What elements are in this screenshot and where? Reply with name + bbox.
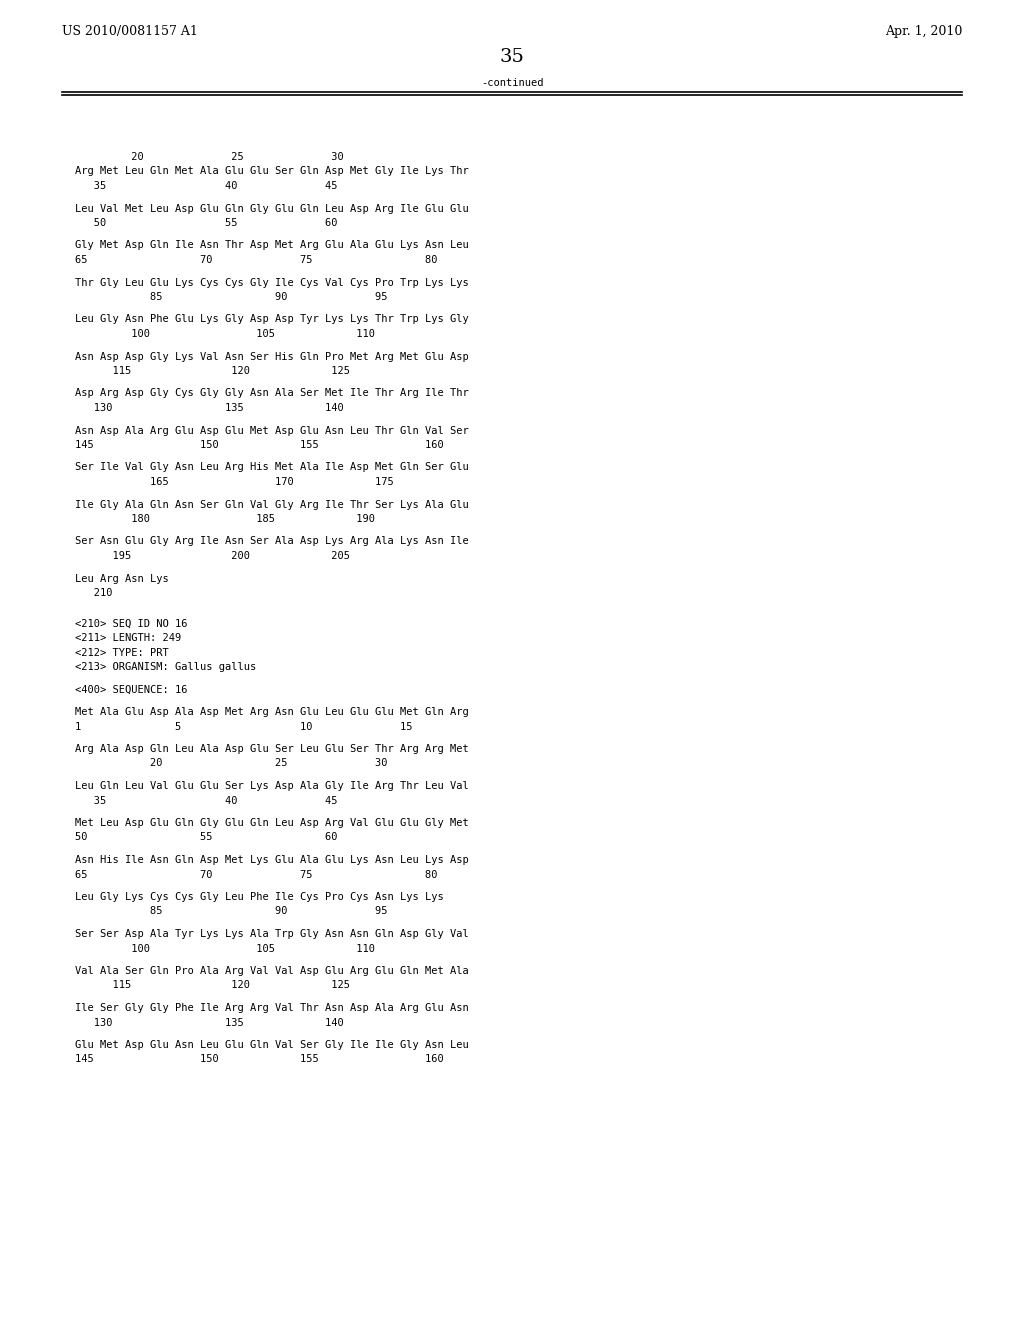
Text: Ile Gly Ala Gln Asn Ser Gln Val Gly Arg Ile Thr Ser Lys Ala Glu: Ile Gly Ala Gln Asn Ser Gln Val Gly Arg … [75,499,469,510]
Text: Leu Gly Asn Phe Glu Lys Gly Asp Asp Tyr Lys Lys Thr Trp Lys Gly: Leu Gly Asn Phe Glu Lys Gly Asp Asp Tyr … [75,314,469,325]
Text: <213> ORGANISM: Gallus gallus: <213> ORGANISM: Gallus gallus [75,663,256,672]
Text: 65                  70              75                  80: 65 70 75 80 [75,870,437,879]
Text: 195                200             205: 195 200 205 [75,550,350,561]
Text: 180                 185             190: 180 185 190 [75,513,375,524]
Text: 85                  90              95: 85 90 95 [75,907,387,916]
Text: Asp Arg Asp Gly Cys Gly Gly Asn Ala Ser Met Ile Thr Arg Ile Thr: Asp Arg Asp Gly Cys Gly Gly Asn Ala Ser … [75,388,469,399]
Text: <212> TYPE: PRT: <212> TYPE: PRT [75,648,169,657]
Text: 1               5                   10              15: 1 5 10 15 [75,722,413,731]
Text: Apr. 1, 2010: Apr. 1, 2010 [885,25,962,38]
Text: 130                  135             140: 130 135 140 [75,1018,344,1027]
Text: Asn Asp Asp Gly Lys Val Asn Ser His Gln Pro Met Arg Met Glu Asp: Asn Asp Asp Gly Lys Val Asn Ser His Gln … [75,351,469,362]
Text: Thr Gly Leu Glu Lys Cys Cys Gly Ile Cys Val Cys Pro Trp Lys Lys: Thr Gly Leu Glu Lys Cys Cys Gly Ile Cys … [75,277,469,288]
Text: Arg Met Leu Gln Met Ala Glu Glu Ser Gln Asp Met Gly Ile Lys Thr: Arg Met Leu Gln Met Ala Glu Glu Ser Gln … [75,166,469,177]
Text: Asn Asp Ala Arg Glu Asp Glu Met Asp Glu Asn Leu Thr Gln Val Ser: Asn Asp Ala Arg Glu Asp Glu Met Asp Glu … [75,425,469,436]
Text: Met Leu Asp Glu Gln Gly Glu Gln Leu Asp Arg Val Glu Glu Gly Met: Met Leu Asp Glu Gln Gly Glu Gln Leu Asp … [75,818,469,828]
Text: 50                  55                  60: 50 55 60 [75,833,338,842]
Text: Glu Met Asp Glu Asn Leu Glu Gln Val Ser Gly Ile Ile Gly Asn Leu: Glu Met Asp Glu Asn Leu Glu Gln Val Ser … [75,1040,469,1049]
Text: 20                  25              30: 20 25 30 [75,759,387,768]
Text: 210: 210 [75,587,113,598]
Text: <211> LENGTH: 249: <211> LENGTH: 249 [75,634,181,643]
Text: 20              25              30: 20 25 30 [75,152,344,162]
Text: Leu Val Met Leu Asp Glu Gln Gly Glu Gln Leu Asp Arg Ile Glu Glu: Leu Val Met Leu Asp Glu Gln Gly Glu Gln … [75,203,469,214]
Text: 165                 170             175: 165 170 175 [75,477,394,487]
Text: Ser Ser Asp Ala Tyr Lys Lys Ala Trp Gly Asn Asn Gln Asp Gly Val: Ser Ser Asp Ala Tyr Lys Lys Ala Trp Gly … [75,929,469,939]
Text: Val Ala Ser Gln Pro Ala Arg Val Val Asp Glu Arg Glu Gln Met Ala: Val Ala Ser Gln Pro Ala Arg Val Val Asp … [75,966,469,975]
Text: Asn His Ile Asn Gln Asp Met Lys Glu Ala Glu Lys Asn Leu Lys Asp: Asn His Ile Asn Gln Asp Met Lys Glu Ala … [75,855,469,865]
Text: 115                120             125: 115 120 125 [75,981,350,990]
Text: 100                 105             110: 100 105 110 [75,944,375,953]
Text: Leu Gly Lys Cys Cys Gly Leu Phe Ile Cys Pro Cys Asn Lys Lys: Leu Gly Lys Cys Cys Gly Leu Phe Ile Cys … [75,892,443,902]
Text: Ile Ser Gly Gly Phe Ile Arg Arg Val Thr Asn Asp Ala Arg Glu Asn: Ile Ser Gly Gly Phe Ile Arg Arg Val Thr … [75,1003,469,1012]
Text: <400> SEQUENCE: 16: <400> SEQUENCE: 16 [75,685,187,694]
Text: 100                 105             110: 100 105 110 [75,329,375,339]
Text: 65                  70              75                  80: 65 70 75 80 [75,255,437,265]
Text: 115                120             125: 115 120 125 [75,366,350,376]
Text: 50                   55              60: 50 55 60 [75,218,338,228]
Text: -continued: -continued [480,78,544,88]
Text: Gly Met Asp Gln Ile Asn Thr Asp Met Arg Glu Ala Glu Lys Asn Leu: Gly Met Asp Gln Ile Asn Thr Asp Met Arg … [75,240,469,251]
Text: 35                   40              45: 35 40 45 [75,181,338,191]
Text: US 2010/0081157 A1: US 2010/0081157 A1 [62,25,198,38]
Text: 130                  135             140: 130 135 140 [75,403,344,413]
Text: 85                  90              95: 85 90 95 [75,292,387,302]
Text: Met Ala Glu Asp Ala Asp Met Arg Asn Glu Leu Glu Glu Met Gln Arg: Met Ala Glu Asp Ala Asp Met Arg Asn Glu … [75,708,469,717]
Text: 35                   40              45: 35 40 45 [75,796,338,805]
Text: Leu Arg Asn Lys: Leu Arg Asn Lys [75,573,169,583]
Text: 145                 150             155                 160: 145 150 155 160 [75,1055,443,1064]
Text: Ser Asn Glu Gly Arg Ile Asn Ser Ala Asp Lys Arg Ala Lys Asn Ile: Ser Asn Glu Gly Arg Ile Asn Ser Ala Asp … [75,536,469,546]
Text: 35: 35 [500,48,524,66]
Text: Arg Ala Asp Gln Leu Ala Asp Glu Ser Leu Glu Ser Thr Arg Arg Met: Arg Ala Asp Gln Leu Ala Asp Glu Ser Leu … [75,744,469,754]
Text: Leu Gln Leu Val Glu Glu Ser Lys Asp Ala Gly Ile Arg Thr Leu Val: Leu Gln Leu Val Glu Glu Ser Lys Asp Ala … [75,781,469,791]
Text: Ser Ile Val Gly Asn Leu Arg His Met Ala Ile Asp Met Gln Ser Glu: Ser Ile Val Gly Asn Leu Arg His Met Ala … [75,462,469,473]
Text: <210> SEQ ID NO 16: <210> SEQ ID NO 16 [75,619,187,628]
Text: 145                 150             155                 160: 145 150 155 160 [75,440,443,450]
